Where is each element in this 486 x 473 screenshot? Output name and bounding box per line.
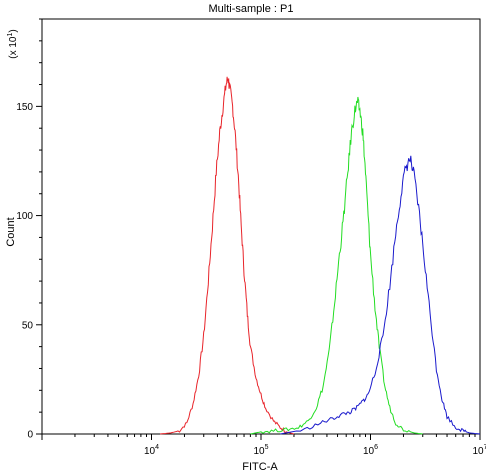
y-tick-label: 50 — [22, 320, 34, 331]
y-multiplier-label: (x 101) — [7, 29, 19, 58]
histogram-series-2 — [250, 96, 423, 435]
x-tick-label: 105 — [253, 444, 268, 457]
x-tick-label: 106 — [363, 444, 378, 457]
y-axis-label: Count — [5, 217, 17, 246]
y-tick-label: 150 — [16, 102, 33, 113]
y-tick-label: 0 — [27, 430, 33, 441]
plot-frame — [41, 18, 481, 435]
axis-ticks: 104 105 106 107 0 50 100 150 — [16, 18, 486, 457]
y-multiplier-text: (x 10 — [8, 36, 19, 59]
histogram-series-1 — [160, 76, 295, 435]
x-tick-label: 107 — [472, 444, 486, 457]
histogram-series-3 — [280, 155, 481, 435]
y-tick-label: 100 — [16, 211, 33, 222]
x-tick-label: 104 — [144, 444, 159, 457]
x-axis-label: FITC-A — [242, 461, 278, 473]
y-multiplier-exponent: 1 — [7, 33, 14, 37]
chart-title: Multi-sample : P1 — [209, 3, 294, 15]
data-series — [160, 76, 481, 435]
svg-text:(x 101): (x 101) — [7, 29, 19, 58]
